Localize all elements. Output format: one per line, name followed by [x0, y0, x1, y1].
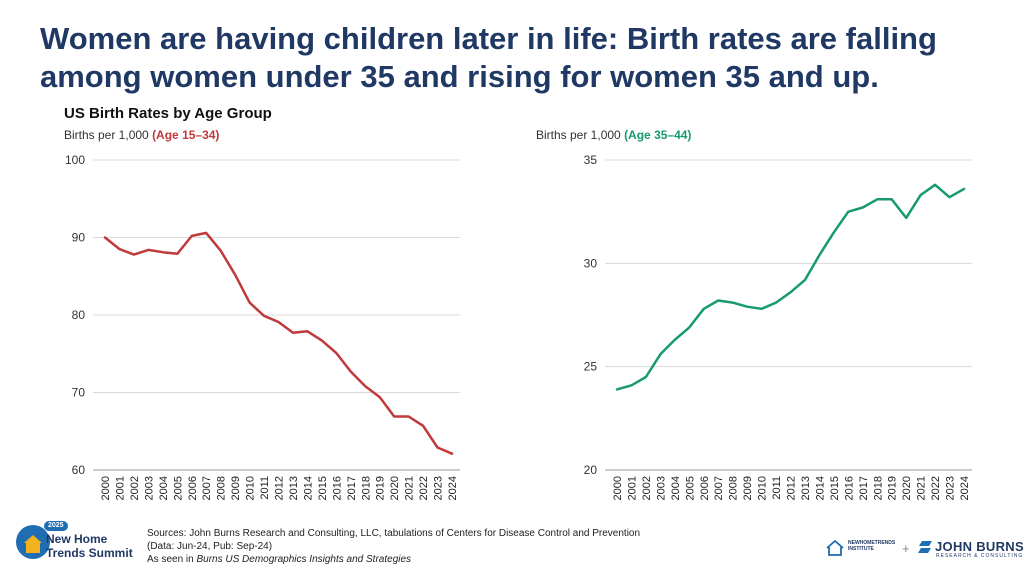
right-x-tick-2009: 2009	[742, 476, 754, 500]
logo-plus: +	[902, 541, 910, 556]
left-x-tick-2009: 2009	[230, 476, 242, 500]
left-x-tick-2012: 2012	[274, 476, 286, 500]
right-x-tick-2011: 2011	[771, 476, 783, 500]
left-x-tick-2018: 2018	[360, 476, 372, 500]
right-y-tick-30: 30	[584, 256, 598, 270]
left-x-tick-2002: 2002	[129, 476, 141, 500]
left-x-tick-2020: 2020	[389, 476, 401, 500]
nht-logo-line-1: NEWHOMETRENDS	[848, 540, 896, 546]
left-y-axis-label: Births per 1,000 (Age 15–34)	[64, 128, 219, 142]
left-series-line	[103, 231, 454, 455]
left-y-tick-90: 90	[72, 231, 86, 245]
left-x-tick-2015: 2015	[317, 476, 329, 500]
headline: Women are having children later in life:…	[40, 21, 937, 94]
right-x-tick-2021: 2021	[916, 476, 928, 500]
right-y-axis-label-prefix: Births per 1,000	[536, 128, 625, 142]
left-x-tick-2003: 2003	[143, 476, 155, 500]
house-badge-icon	[16, 525, 50, 559]
right-x-tick-2006: 2006	[699, 476, 711, 500]
right-x-tick-2001: 2001	[626, 476, 638, 500]
left-x-tick-2010: 2010	[245, 476, 257, 500]
left-x-tick-2007: 2007	[201, 476, 213, 500]
summit-name: New Home Trends Summit	[46, 532, 133, 560]
right-x-tick-2016: 2016	[843, 476, 855, 500]
right-x-tick-2002: 2002	[641, 476, 653, 500]
nht-logo-line-2: INSTITUTE	[848, 546, 874, 552]
left-x-tick-2000: 2000	[100, 476, 112, 500]
left-y-tick-60: 60	[72, 463, 86, 477]
right-x-tick-2014: 2014	[814, 476, 826, 500]
left-x-tick-2006: 2006	[187, 476, 199, 500]
right-x-tick-2017: 2017	[858, 476, 870, 500]
summit-name-line-1: New Home	[46, 532, 108, 546]
right-x-tick-2004: 2004	[670, 476, 682, 500]
left-y-tick-100: 100	[65, 153, 85, 167]
right-x-tick-2008: 2008	[728, 476, 740, 500]
right-y-axis-label-age: (Age 35–44)	[624, 128, 692, 142]
left-x-tick-2023: 2023	[433, 476, 445, 500]
right-series-line	[615, 183, 966, 391]
right-x-tick-2003: 2003	[655, 476, 667, 500]
sources-line-2: (Data: Jun-24, Pub: Sep-24)	[147, 541, 273, 552]
left-x-tick-2022: 2022	[418, 476, 430, 500]
right-x-tick-2012: 2012	[786, 476, 798, 500]
right-x-tick-2022: 2022	[930, 476, 942, 500]
right-x-tick-2024: 2024	[959, 476, 971, 500]
right-y-tick-20: 20	[584, 463, 598, 477]
left-x-tick-2016: 2016	[331, 476, 343, 500]
right-x-tick-2007: 2007	[713, 476, 725, 500]
sources-line-3-prefix: As seen in	[147, 554, 197, 565]
left-x-tick-2013: 2013	[288, 476, 300, 500]
left-y-tick-70: 70	[72, 386, 86, 400]
sources-publication: Burns US Demographics Insights and Strat…	[196, 554, 412, 565]
left-x-tick-2008: 2008	[216, 476, 228, 500]
right-x-tick-2013: 2013	[800, 476, 812, 500]
sources-note: Sources: John Burns Research and Consult…	[147, 527, 640, 566]
sources-line-3: As seen in Burns US Demographics Insight…	[147, 553, 640, 566]
new-home-trends-institute-logo: NEWHOMETRENDS INSTITUTE	[826, 538, 896, 558]
john-burns-name: JOHN BURNS	[935, 539, 1024, 554]
right-x-tick-2020: 2020	[901, 476, 913, 500]
right-x-tick-2019: 2019	[887, 476, 899, 500]
nht-logo-text: NEWHOMETRENDS INSTITUTE	[848, 540, 895, 552]
right-x-tick-2023: 2023	[945, 476, 957, 500]
house-outline-icon	[826, 540, 844, 556]
left-x-tick-2001: 2001	[114, 476, 126, 500]
left-y-tick-80: 80	[72, 308, 86, 322]
john-burns-tagline: RESEARCH & CONSULTING	[936, 553, 1024, 559]
right-x-tick-2018: 2018	[872, 476, 884, 500]
left-x-tick-2014: 2014	[302, 476, 314, 500]
john-burns-mark-icon	[918, 541, 932, 553]
new-home-trends-summit-logo: 2025 New Home Trends Summit	[16, 521, 146, 565]
left-y-axis-label-age: (Age 15–34)	[152, 128, 220, 142]
left-x-tick-2017: 2017	[346, 476, 358, 500]
right-x-tick-2015: 2015	[829, 476, 841, 500]
left-x-tick-2005: 2005	[172, 476, 184, 500]
right-y-axis-label: Births per 1,000 (Age 35–44)	[536, 128, 691, 142]
left-x-tick-2021: 2021	[404, 476, 416, 500]
left-x-tick-2019: 2019	[375, 476, 387, 500]
right-y-tick-25: 25	[584, 360, 598, 374]
birth-rate-chart-age-35-44: 20 25 30 35 2000 2001 2002 2003 2004 2005 2006 2007…	[584, 153, 972, 500]
chart-title: US Birth Rates by Age Group	[64, 105, 272, 122]
right-y-tick-35: 35	[584, 153, 598, 167]
left-x-tick-2004: 2004	[158, 476, 170, 500]
left-y-axis-label-prefix: Births per 1,000	[64, 128, 153, 142]
right-x-tick-2010: 2010	[757, 476, 769, 500]
summit-year: 2025	[44, 521, 68, 531]
right-x-tick-2005: 2005	[684, 476, 696, 500]
right-x-tick-2000: 2000	[612, 476, 624, 500]
summit-name-line-2: Trends Summit	[46, 546, 133, 560]
left-x-tick-2024: 2024	[447, 476, 459, 500]
left-x-tick-2011: 2011	[259, 476, 271, 500]
sources-line-1: Sources: John Burns Research and Consult…	[147, 528, 641, 539]
